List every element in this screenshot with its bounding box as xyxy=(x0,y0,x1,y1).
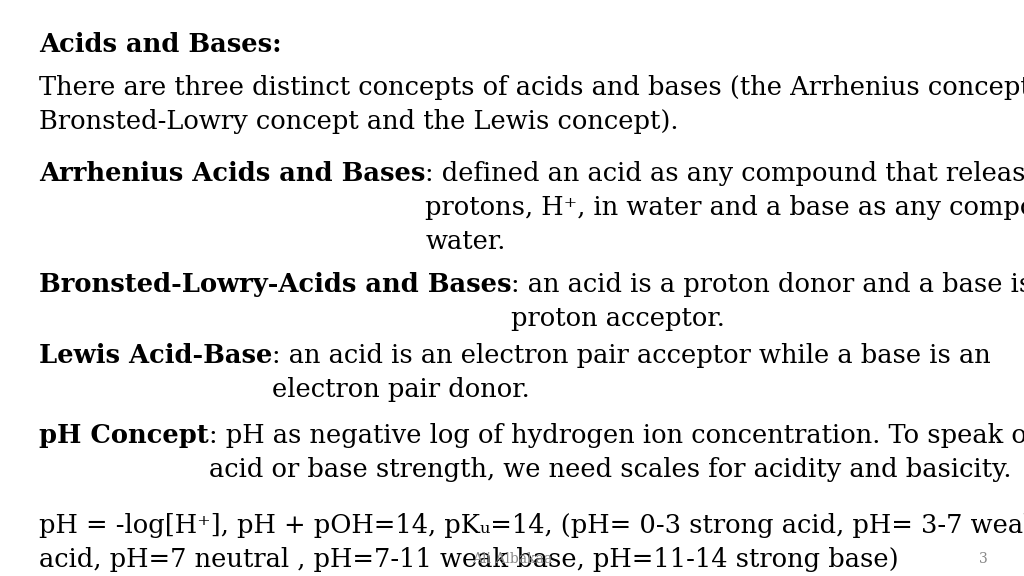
Text: Bronsted-Lowry-Acids and Bases: Bronsted-Lowry-Acids and Bases xyxy=(39,272,511,297)
Text: Lewis Acid-Base: Lewis Acid-Base xyxy=(39,343,272,367)
Text: Arrhenius Acids and Bases: Arrhenius Acids and Bases xyxy=(39,161,425,186)
Text: pH Concept: pH Concept xyxy=(39,423,209,448)
Text: : pH as negative log of hydrogen ion concentration. To speak of
acid or base str: : pH as negative log of hydrogen ion con… xyxy=(209,423,1024,482)
Text: There are three distinct concepts of acids and bases (the Arrhenius concept, the: There are three distinct concepts of aci… xyxy=(39,75,1024,134)
Text: : an acid is an electron pair acceptor while a base is an
electron pair donor.: : an acid is an electron pair acceptor w… xyxy=(272,343,991,401)
Text: Acids and Bases:: Acids and Bases: xyxy=(39,32,282,56)
Text: 3: 3 xyxy=(979,552,988,566)
Text: Ali Albakaa: Ali Albakaa xyxy=(472,552,552,566)
Text: pH = -log[H⁺], pH + pOH=14, pKᵤ=14, (pH= 0-3 strong acid, pH= 3-7 weak
acid, pH=: pH = -log[H⁺], pH + pOH=14, pKᵤ=14, (pH=… xyxy=(39,513,1024,571)
Text: : defined an acid as any compound that releases
protons, H⁺, in water and a base: : defined an acid as any compound that r… xyxy=(425,161,1024,254)
Text: : an acid is a proton donor and a base is a
proton acceptor.: : an acid is a proton donor and a base i… xyxy=(511,272,1024,331)
